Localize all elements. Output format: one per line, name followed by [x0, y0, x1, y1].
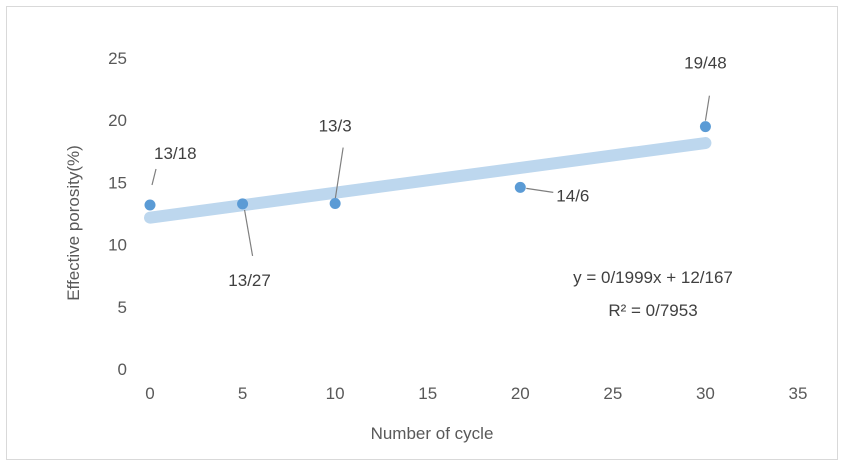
x-tick-label: 0: [145, 384, 154, 403]
data-label: 14/6: [556, 186, 589, 205]
trendline: [144, 137, 712, 224]
label-leader-line: [334, 147, 344, 200]
y-axis-ticks: 0 5 10 15 20 25: [108, 49, 127, 379]
data-point: [514, 181, 526, 193]
data-point: [144, 199, 156, 211]
y-tick-label: 0: [118, 360, 127, 379]
x-tick-label: 35: [789, 384, 808, 403]
label-leader-line: [704, 95, 711, 121]
x-tick-label: 30: [696, 384, 715, 403]
data-label: 13/27: [228, 271, 271, 290]
x-tick-label: 15: [418, 384, 437, 403]
r-squared-label: R² = 0/7953: [608, 301, 697, 320]
y-tick-label: 10: [108, 236, 127, 255]
y-tick-label: 20: [108, 111, 127, 130]
x-tick-label: 25: [603, 384, 622, 403]
trendline-equation: y = 0/1999x + 12/167: [573, 268, 733, 287]
data-labels: 13/18 13/27 13/3 14/6 19/48: [154, 54, 727, 290]
data-point: [699, 121, 711, 133]
label-leader-lines: [151, 95, 711, 257]
x-tick-label: 5: [238, 384, 247, 403]
label-leader-line: [526, 187, 554, 193]
data-label: 13/3: [319, 117, 352, 136]
x-tick-label: 20: [511, 384, 530, 403]
data-points: [144, 121, 711, 211]
data-label: 13/18: [154, 144, 197, 163]
y-tick-label: 25: [108, 49, 127, 68]
data-point: [329, 198, 341, 210]
data-point: [237, 198, 249, 210]
chart-frame: [6, 6, 838, 460]
data-label: 19/48: [684, 54, 727, 73]
label-leader-line: [243, 209, 254, 257]
x-axis-title: Number of cycle: [371, 424, 494, 443]
label-leader-line: [151, 168, 157, 186]
x-tick-label: 10: [326, 384, 345, 403]
y-tick-label: 5: [118, 298, 127, 317]
y-tick-label: 15: [108, 173, 127, 192]
x-axis-ticks: 0 5 10 15 20 25 30 35: [145, 384, 807, 403]
y-axis-title: Effective porosity(%): [64, 145, 83, 301]
